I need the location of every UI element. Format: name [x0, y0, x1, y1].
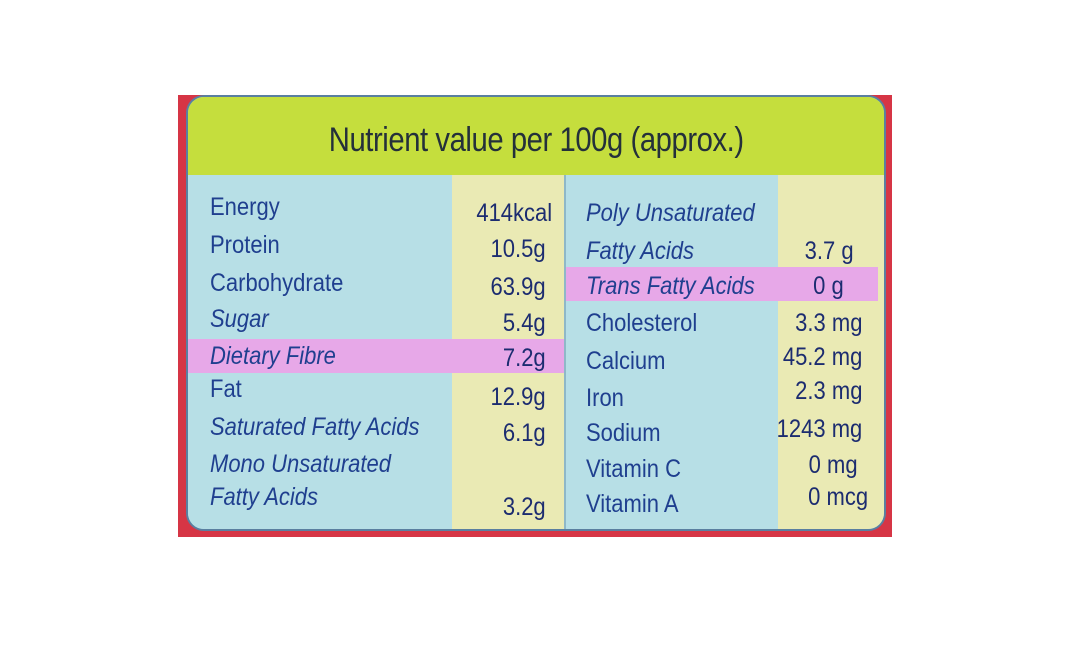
nutrient-value: 10.5g — [490, 235, 546, 263]
nutrient-value: 3.7 g — [805, 237, 854, 265]
nutrient-name: Calcium — [586, 347, 666, 375]
nutrient-value: 3.2g — [503, 493, 546, 521]
nutrient-value: 7.2g — [503, 344, 546, 372]
nutrient-value: 0 mcg — [808, 483, 868, 511]
nutrient-name: Iron — [586, 384, 624, 412]
nutrient-name: Vitamin C — [586, 455, 681, 483]
nutrient-name: Poly Unsaturated — [586, 199, 755, 227]
nutrient-name: Dietary Fibre — [210, 342, 336, 370]
nutrient-name: Saturated Fatty Acids — [210, 413, 420, 441]
nutrient-value: 0 mg — [809, 451, 858, 479]
nutrient-name: Vitamin A — [586, 490, 679, 518]
table-title: Nutrient value per 100g (approx.) — [328, 120, 744, 159]
nutrient-value: 5.4g — [503, 309, 546, 337]
nutrition-label-photo: Nutrient value per 100g (approx.) Energy… — [178, 95, 892, 537]
table-title-band: Nutrient value per 100g (approx.) — [188, 97, 884, 177]
right-nutrient-column — [564, 175, 780, 529]
nutrient-name: Fat — [210, 375, 242, 403]
nutrient-name: Sugar — [210, 305, 269, 333]
nutrient-value: 45.2 mg — [782, 343, 862, 371]
nutrient-value: 12.9g — [490, 383, 546, 411]
nutrient-value: 1243 mg — [776, 415, 862, 443]
nutrient-name: Carbohydrate — [210, 269, 344, 297]
nutrient-name: Cholesterol — [586, 309, 698, 337]
nutrient-name: Mono Unsaturated — [210, 450, 392, 478]
nutrient-name: Energy — [210, 193, 280, 221]
trans-fat-highlight — [566, 267, 878, 301]
nutrient-value: 0 g — [813, 272, 844, 300]
nutrient-value: 3.3 mg — [794, 309, 862, 337]
nutrient-name: Sodium — [586, 419, 661, 447]
nutrient-value: 414kcal — [476, 199, 552, 227]
nutrient-value: 63.9g — [490, 273, 546, 301]
nutrient-value: 2.3 mg — [794, 377, 862, 405]
nutrient-value: 6.1g — [503, 419, 546, 447]
dietary-fibre-highlight — [188, 339, 564, 373]
nutrient-name: Trans Fatty Acids — [586, 272, 755, 300]
nutrient-name: Fatty Acids — [210, 483, 318, 511]
nutrition-table: Nutrient value per 100g (approx.) Energy… — [186, 95, 886, 531]
nutrient-name: Fatty Acids — [586, 237, 694, 265]
right-value-column — [778, 175, 884, 529]
nutrient-name: Protein — [210, 231, 280, 259]
